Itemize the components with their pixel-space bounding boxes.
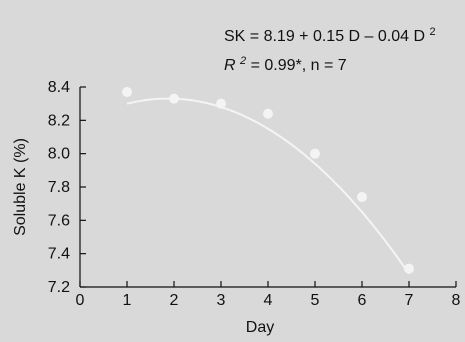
x-tick-label: 3 xyxy=(217,292,226,309)
x-tick-label: 0 xyxy=(76,292,85,309)
x-tick-label: 7 xyxy=(405,292,414,309)
data-point xyxy=(310,148,320,159)
y-tick-label: 8.0 xyxy=(48,146,70,163)
plot-area: 0 1 2 3 4 5 6 7 8 7.2 7.4 7.6 7.8 8.0 8.2 8.4 xyxy=(48,79,461,309)
x-ticks: 0 1 2 3 4 5 6 7 8 xyxy=(76,281,461,309)
x-tick-label: 1 xyxy=(123,292,132,309)
data-point xyxy=(122,87,132,97)
x-tick-label: 4 xyxy=(264,292,273,309)
r-superscript: 2 xyxy=(239,55,246,67)
data-point xyxy=(216,98,226,109)
stats-rest-text: = 0.99*, n = 7 xyxy=(251,57,347,74)
data-point xyxy=(263,108,273,119)
y-tick-label: 8.4 xyxy=(48,79,70,96)
y-tick-label: 7.8 xyxy=(48,179,70,196)
stats-annotation: R 2 = 0.99*, n = 7 xyxy=(224,51,347,74)
y-tick-label: 7.2 xyxy=(48,279,70,296)
equation-superscript: 2 xyxy=(429,26,435,38)
y-ticks: 7.2 7.4 7.6 7.8 8.0 8.2 8.4 xyxy=(48,79,86,296)
x-tick-label: 2 xyxy=(170,292,179,309)
x-tick-label: 5 xyxy=(311,292,320,309)
y-tick-label: 7.4 xyxy=(48,246,70,263)
points-layer xyxy=(122,87,414,274)
r-symbol: R xyxy=(224,57,236,74)
equation-main-text: SK = 8.19 + 0.15 D – 0.04 D xyxy=(224,28,425,45)
x-tick-label: 6 xyxy=(358,292,367,309)
y-tick-label: 8.2 xyxy=(48,112,70,129)
data-point xyxy=(169,93,179,104)
y-tick-label: 7.6 xyxy=(48,212,70,229)
x-axis-title: Day xyxy=(246,319,274,336)
y-axis-title: Soluble K (%) xyxy=(12,138,29,236)
data-point xyxy=(404,263,414,274)
data-point xyxy=(357,192,367,202)
equation-annotation: SK = 8.19 + 0.15 D – 0.04 D 2 xyxy=(224,26,436,45)
x-tick-label: 8 xyxy=(452,292,461,309)
